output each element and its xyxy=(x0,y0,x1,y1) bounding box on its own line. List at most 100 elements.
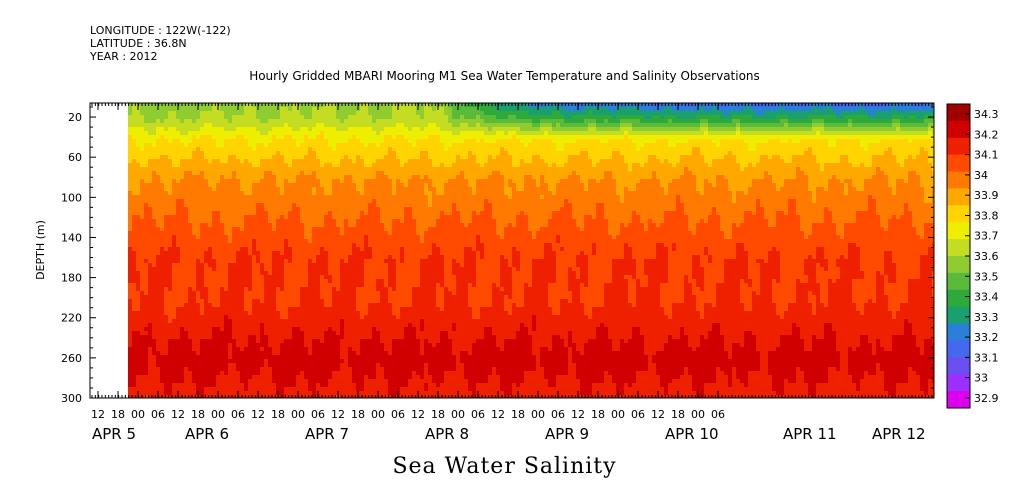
salinity-cell xyxy=(164,203,169,208)
salinity-cell xyxy=(276,163,281,168)
salinity-cell xyxy=(176,111,181,116)
salinity-cell xyxy=(196,279,201,284)
salinity-cell xyxy=(320,255,325,260)
salinity-cell xyxy=(140,139,145,144)
salinity-cell xyxy=(164,107,169,112)
salinity-cell xyxy=(320,279,325,284)
salinity-cell xyxy=(328,339,333,344)
salinity-cell xyxy=(236,251,241,256)
salinity-cell xyxy=(196,267,201,272)
salinity-cell xyxy=(320,291,325,296)
salinity-cell xyxy=(148,251,153,256)
salinity-cell xyxy=(256,279,261,284)
salinity-cell xyxy=(260,279,265,284)
salinity-cell xyxy=(220,335,225,340)
salinity-cell xyxy=(200,259,205,264)
salinity-cell xyxy=(280,179,285,184)
salinity-cell xyxy=(340,371,345,376)
salinity-cell xyxy=(204,119,209,124)
salinity-cell xyxy=(340,355,345,360)
salinity-cell xyxy=(384,247,389,252)
salinity-cell xyxy=(164,347,169,352)
salinity-cell xyxy=(168,315,173,320)
salinity-cell xyxy=(152,139,157,144)
salinity-cell xyxy=(308,323,313,328)
salinity-cell xyxy=(248,247,253,252)
salinity-cell xyxy=(312,195,317,200)
salinity-cell xyxy=(232,259,237,264)
salinity-cell xyxy=(360,335,365,340)
salinity-cell xyxy=(288,103,293,108)
salinity-cell xyxy=(280,275,285,280)
salinity-cell xyxy=(332,391,337,396)
salinity-cell xyxy=(384,131,389,136)
salinity-cell xyxy=(180,119,185,124)
salinity-cell xyxy=(212,363,217,368)
salinity-cell xyxy=(372,187,377,192)
salinity-cell xyxy=(372,231,377,236)
salinity-cell xyxy=(392,231,397,236)
salinity-cell xyxy=(136,315,141,320)
salinity-cell xyxy=(208,123,213,128)
salinity-cell xyxy=(140,203,145,208)
salinity-cell xyxy=(200,223,205,228)
salinity-cell xyxy=(176,219,181,224)
salinity-cell xyxy=(284,147,289,152)
salinity-cell xyxy=(144,199,149,204)
salinity-cell xyxy=(324,295,329,300)
salinity-cell xyxy=(156,251,161,256)
salinity-cell xyxy=(212,339,217,344)
salinity-cell xyxy=(336,291,341,296)
salinity-cell xyxy=(260,135,265,140)
salinity-cell xyxy=(312,395,317,398)
salinity-cell xyxy=(288,119,293,124)
salinity-cell xyxy=(172,371,177,376)
salinity-cell xyxy=(248,191,253,196)
salinity-cell xyxy=(388,343,393,348)
salinity-cell xyxy=(156,139,161,144)
salinity-cell xyxy=(200,151,205,156)
salinity-cell xyxy=(260,367,265,372)
salinity-cell xyxy=(324,207,329,212)
salinity-cell xyxy=(252,267,257,272)
salinity-cell xyxy=(188,279,193,284)
salinity-cell xyxy=(208,307,213,312)
salinity-cell xyxy=(256,251,261,256)
salinity-cell xyxy=(384,103,389,108)
salinity-cell xyxy=(192,363,197,368)
salinity-cell xyxy=(220,131,225,136)
salinity-cell xyxy=(284,179,289,184)
salinity-cell xyxy=(340,251,345,256)
salinity-cell xyxy=(252,235,257,240)
salinity-cell xyxy=(168,223,173,228)
salinity-cell xyxy=(232,203,237,208)
salinity-cell xyxy=(252,167,257,172)
salinity-cell xyxy=(212,151,217,156)
salinity-cell xyxy=(200,267,205,272)
salinity-cell xyxy=(248,359,253,364)
salinity-cell xyxy=(288,191,293,196)
salinity-cell xyxy=(280,339,285,344)
salinity-cell xyxy=(368,263,373,268)
salinity-cell xyxy=(156,195,161,200)
salinity-cell xyxy=(360,227,365,232)
salinity-cell xyxy=(264,223,269,228)
salinity-cell xyxy=(364,371,369,376)
salinity-cell xyxy=(184,315,189,320)
salinity-cell xyxy=(168,375,173,380)
salinity-cell xyxy=(152,263,157,268)
salinity-cell xyxy=(340,279,345,284)
salinity-cell xyxy=(356,351,361,356)
salinity-cell xyxy=(360,119,365,124)
salinity-cell xyxy=(140,179,145,184)
salinity-cell xyxy=(188,359,193,364)
salinity-cell xyxy=(176,191,181,196)
salinity-cell xyxy=(320,227,325,232)
salinity-cell xyxy=(344,323,349,328)
salinity-cell xyxy=(356,135,361,140)
salinity-cell xyxy=(228,303,233,308)
salinity-cell xyxy=(228,139,233,144)
salinity-cell xyxy=(256,359,261,364)
salinity-cell xyxy=(172,247,177,252)
salinity-cell xyxy=(368,115,373,120)
